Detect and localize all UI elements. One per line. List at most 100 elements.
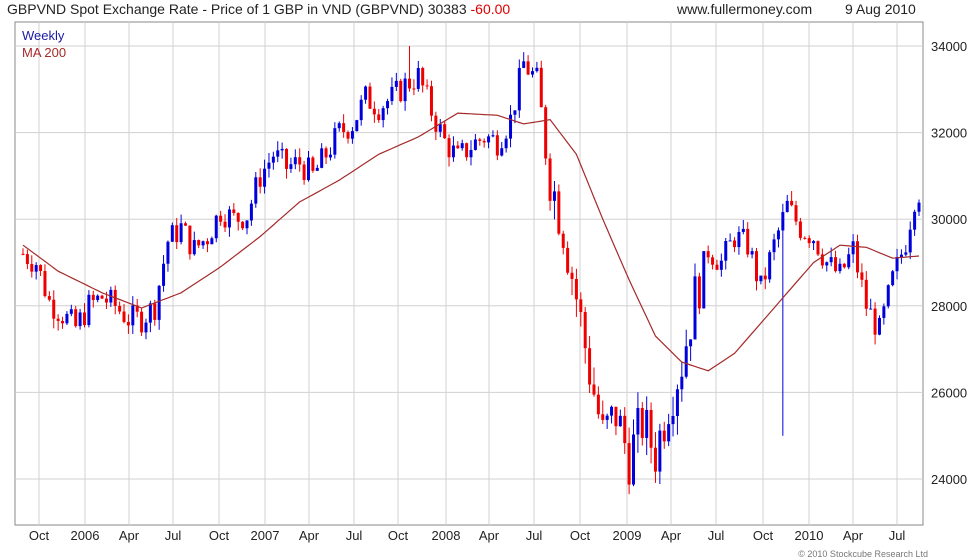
candle-body (276, 150, 280, 157)
candle-body (522, 61, 526, 68)
candle-body (820, 254, 824, 266)
y-tick-label: 34000 (931, 39, 967, 54)
candle-body (851, 241, 855, 255)
candle-body (675, 389, 679, 417)
candle-body (737, 232, 741, 248)
candle-body (249, 203, 253, 221)
candle-body (904, 252, 908, 255)
candle-body (131, 305, 135, 326)
candle-body (254, 177, 258, 204)
candle-body (346, 132, 350, 139)
candle-body (794, 205, 798, 222)
candle-body (368, 86, 372, 109)
candle-body (719, 260, 723, 270)
candle-body (298, 157, 302, 165)
candle-body (390, 86, 394, 102)
candle-body (421, 68, 425, 86)
candle-body (140, 311, 144, 333)
candle-body (605, 415, 609, 420)
candle-body (148, 303, 152, 323)
candle-body (337, 123, 341, 129)
candle-body (596, 394, 600, 415)
candle-body (680, 376, 684, 390)
candle-body (153, 303, 157, 320)
x-tick-label: Apr (843, 528, 864, 543)
candle-body (873, 308, 877, 335)
candle-body (886, 285, 890, 307)
candle-body (491, 135, 495, 137)
x-tick-label: Oct (209, 528, 230, 543)
y-tick-label: 28000 (931, 299, 967, 314)
candle-body (530, 71, 534, 75)
candle-body (684, 346, 688, 377)
candle-body (509, 114, 513, 139)
candle-body (126, 321, 130, 326)
candle-body (324, 148, 328, 158)
candle-body (166, 241, 170, 264)
x-tick-label: 2010 (795, 528, 824, 543)
candle-body (219, 215, 223, 222)
candle-body (447, 138, 451, 158)
candle-body (355, 120, 359, 132)
candle-body (741, 228, 745, 233)
candle-body (570, 272, 574, 279)
candle-body (192, 240, 196, 255)
candle-body (671, 416, 675, 425)
candle-body (781, 212, 785, 231)
candle-body (715, 264, 719, 270)
candle-body (118, 305, 122, 312)
candle-body (223, 221, 227, 228)
candle-body (917, 202, 921, 212)
candle-body (772, 239, 776, 253)
candle-body (184, 223, 188, 226)
x-tick-label: Jul (346, 528, 363, 543)
candle-body (746, 228, 750, 255)
candle-body (583, 311, 587, 349)
candle-body (711, 257, 715, 265)
candle-body (232, 209, 236, 213)
candle-body (754, 251, 758, 282)
candle-body (386, 101, 390, 109)
candle-body (667, 424, 671, 442)
candle-body (785, 200, 789, 213)
candle-body (403, 78, 407, 102)
candle-body (759, 275, 763, 282)
candle-body (52, 299, 56, 319)
candle-body (763, 275, 767, 280)
candle-body (135, 305, 139, 312)
candle-body (320, 148, 324, 168)
candle-body (526, 61, 530, 75)
candle-body (214, 215, 218, 239)
chart-title: GBPVND Spot Exchange Rate - Price of 1 G… (7, 1, 510, 17)
candle-body (579, 299, 583, 312)
candle-body (645, 409, 649, 438)
x-tick-label: 2008 (432, 528, 461, 543)
candle-body (438, 124, 442, 132)
candle-body (201, 241, 205, 246)
candle-body (856, 241, 860, 273)
candle-body (429, 86, 433, 116)
candle-body (293, 157, 297, 165)
chart-title-text: GBPVND Spot Exchange Rate - Price of 1 G… (7, 1, 424, 17)
candle-body (689, 339, 693, 347)
candle-body (913, 211, 917, 230)
candle-body (333, 128, 337, 155)
candle-body (236, 212, 240, 222)
candle-body (504, 138, 508, 149)
candle-body (860, 272, 864, 280)
candle-body (636, 408, 640, 435)
candle-body (381, 108, 385, 121)
candle-body (443, 124, 447, 139)
candle-body (776, 230, 780, 240)
candle-body (588, 348, 592, 385)
candle-body (280, 148, 284, 151)
source-site: www.fullermoney.com (677, 1, 813, 17)
x-tick-label: Oct (753, 528, 774, 543)
candle-body (271, 156, 275, 163)
x-tick-label: Apr (299, 528, 320, 543)
candle-body (798, 221, 802, 238)
candle-body (469, 149, 473, 158)
candle-body (500, 148, 504, 156)
candle-body (891, 271, 895, 286)
candle-body (895, 256, 899, 272)
